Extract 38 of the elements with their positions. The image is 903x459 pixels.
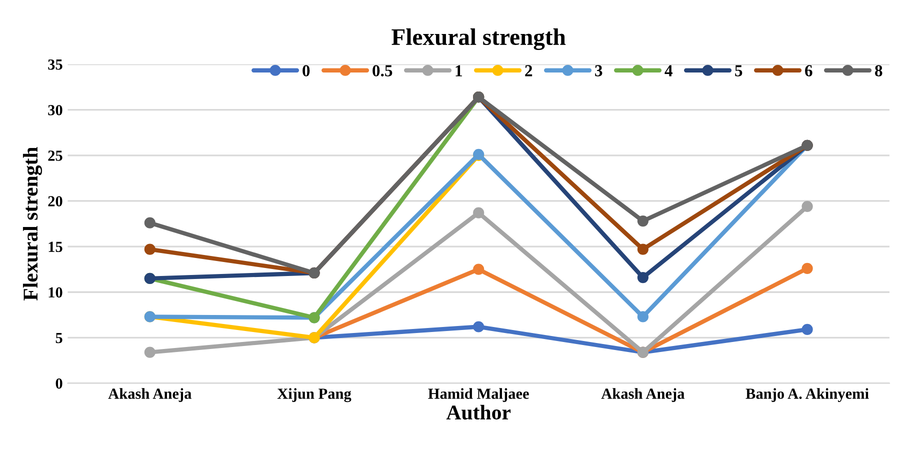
y-tick-label: 5 — [56, 332, 62, 344]
point — [473, 207, 484, 218]
point — [802, 200, 813, 212]
x-axis-title: Author — [446, 404, 511, 420]
x-tick-label: Akash Aneja — [108, 388, 192, 402]
point — [473, 321, 484, 332]
legend-label: 3 — [595, 65, 602, 76]
x-tick-label: Xijun Pang — [277, 388, 352, 402]
y-tick-label: 0 — [56, 378, 62, 389]
legend-label: 1 — [456, 65, 462, 76]
y-tick-label: 30 — [48, 104, 62, 116]
point — [637, 311, 648, 322]
chart-title: Flexural strength — [392, 28, 566, 50]
y-tick-label: 10 — [48, 287, 62, 298]
legend-label: 8 — [875, 65, 882, 76]
legend-label: 6 — [805, 65, 812, 76]
point — [144, 244, 156, 255]
point — [637, 244, 648, 255]
legend-label: 4 — [664, 65, 672, 76]
point — [637, 272, 648, 284]
point — [473, 264, 484, 275]
point — [802, 324, 813, 336]
y-tick-label: 15 — [48, 242, 62, 252]
x-tick-label: Akash Aneja — [601, 388, 685, 402]
point — [637, 215, 648, 227]
point — [802, 262, 813, 274]
x-tick-label: Hamid Maljaee — [428, 388, 529, 402]
y-tick-label: 35 — [48, 59, 62, 70]
point — [144, 217, 156, 228]
y-axis-title: Flexural strength — [22, 147, 42, 300]
x-tick-label: Banjo A. Akinyemi — [746, 388, 869, 402]
legend-label: 0.5 — [372, 65, 392, 76]
legend-label: 0 — [302, 65, 310, 76]
legend-label: 5 — [735, 65, 742, 76]
y-tick-label: 20 — [48, 196, 62, 206]
legend-label: 2 — [525, 65, 532, 76]
point — [144, 346, 156, 358]
y-tick-label: 25 — [48, 150, 62, 161]
